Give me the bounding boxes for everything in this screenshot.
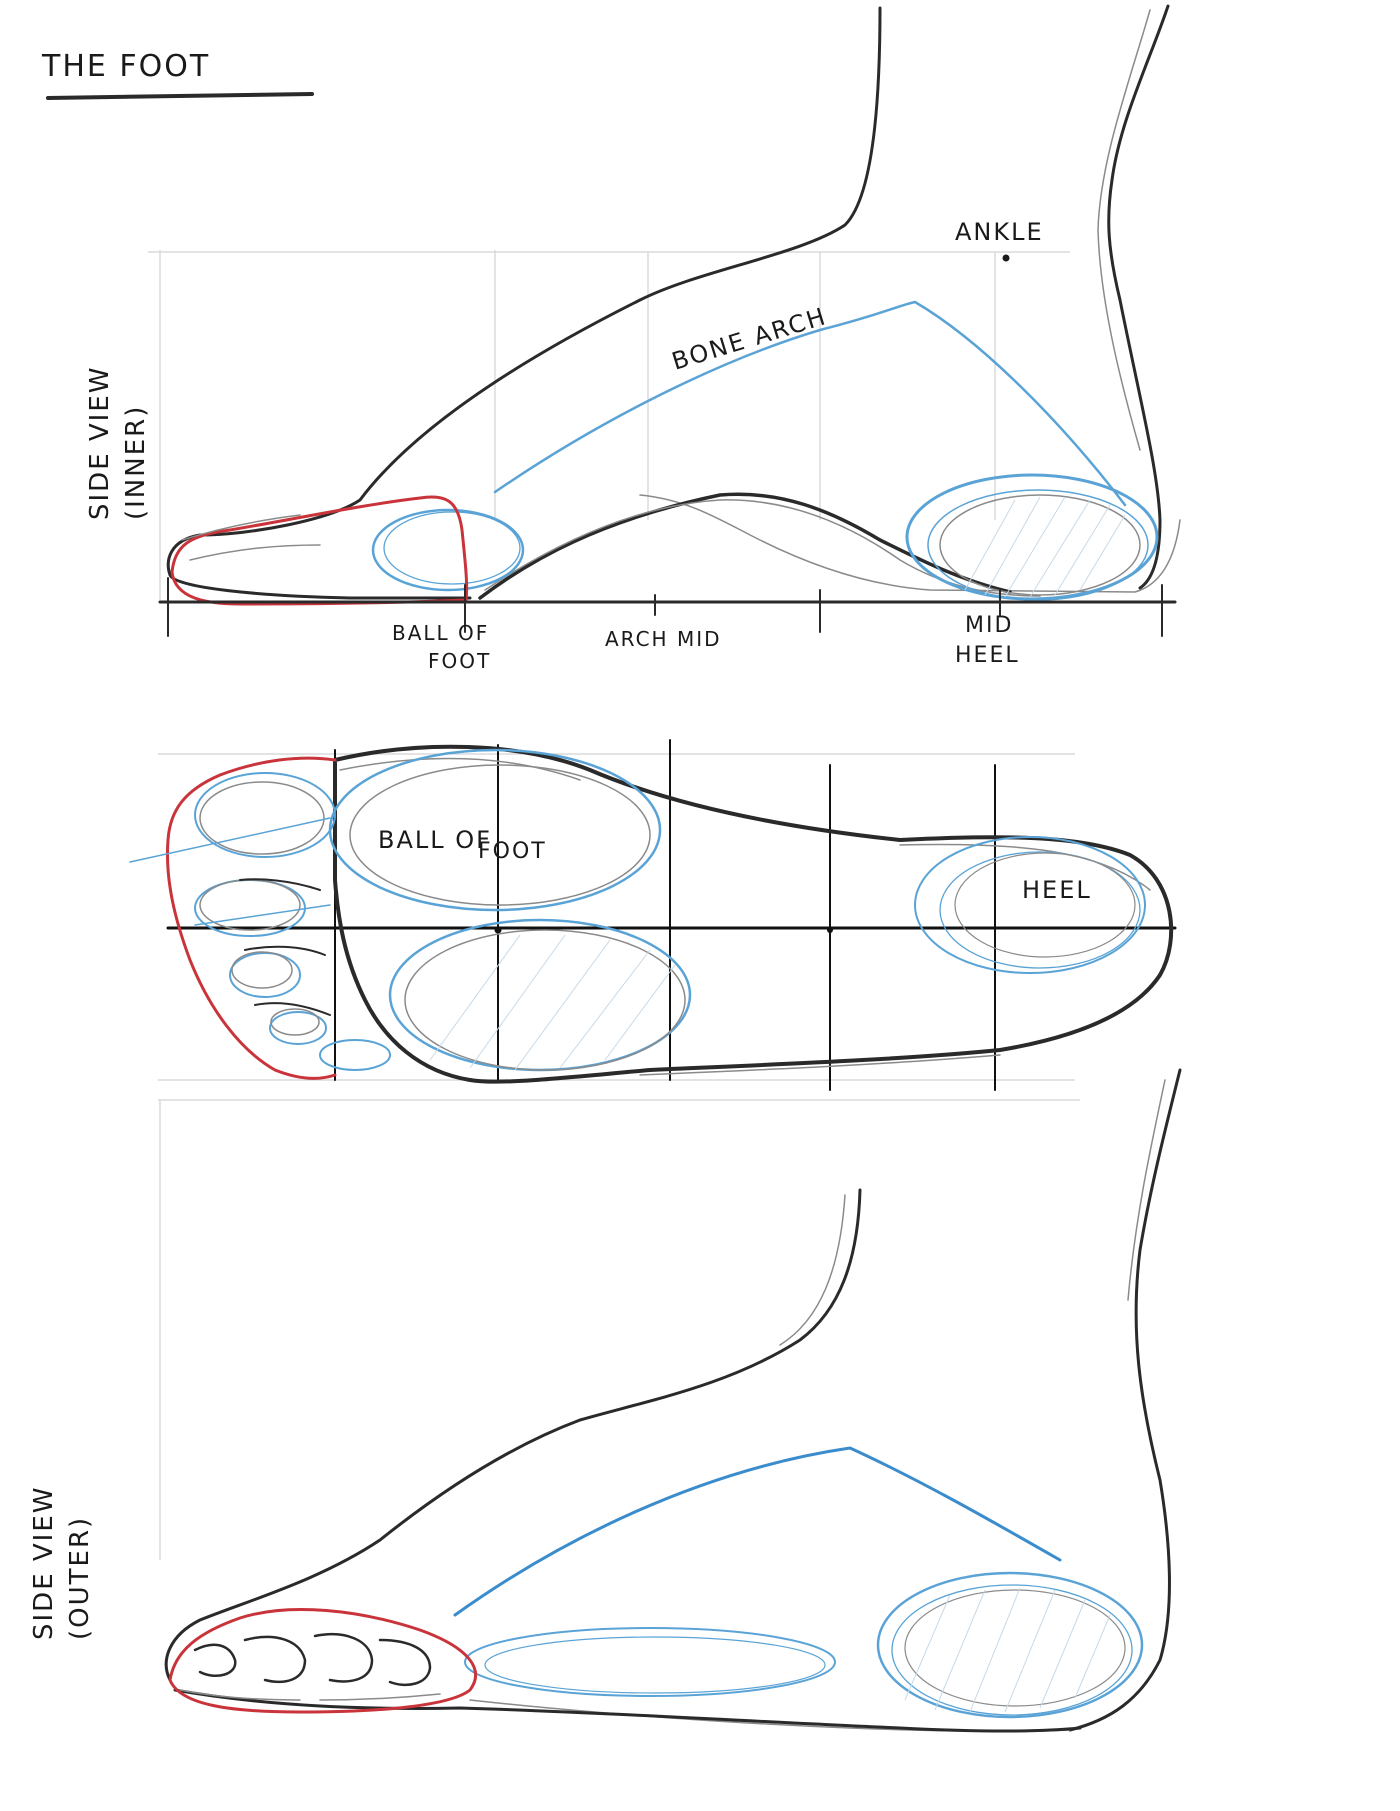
ground-axis-inner	[158, 577, 1177, 637]
heel-pad-bottom	[914, 836, 1146, 974]
bone-arch-line	[493, 300, 1127, 507]
title-block: THE FOOT	[41, 49, 314, 100]
heel-pad-hatching	[964, 496, 1126, 598]
ball-of-foot-axis-label-line2: FOOT	[428, 649, 491, 673]
side-view-outer-label: SIDE VIEW (OUTER)	[29, 1486, 95, 1640]
ankle-annotation: ANKLE	[955, 218, 1044, 262]
page-title: THE FOOT	[41, 49, 210, 84]
toes-outer-detail	[179, 1633, 441, 1701]
heel-pad-inner	[905, 473, 1159, 601]
big-toe-inner-sketch	[181, 514, 321, 561]
construction-grid-top	[148, 250, 1070, 600]
arch-underside-sketch	[484, 499, 1041, 597]
arch-mid-axis-label: ARCH MID	[605, 627, 722, 651]
ball-of-foot-bottom	[328, 748, 692, 1072]
construction-grid-lower	[158, 1099, 1080, 1560]
side-view-inner-label-line1: SIDE VIEW	[85, 366, 115, 520]
title-underline	[46, 92, 314, 100]
toes-bottom	[129, 772, 391, 1071]
sole-outline-sketch	[339, 757, 1151, 1076]
ankle-dot	[1002, 254, 1010, 262]
ball-of-foot-inner	[371, 508, 525, 592]
lateral-pad-outer	[464, 1627, 836, 1697]
sole-outline	[333, 744, 1174, 1084]
ball-of-foot-axis-label-line1: BALL OF	[392, 621, 489, 645]
foot-outline-outer	[164, 1068, 1182, 1732]
side-view-inner: SIDE VIEW (INNER)	[85, 4, 1181, 673]
ball-of-foot-bottom-label-line2: FOOT	[478, 839, 547, 864]
mid-heel-axis-label-line1: MID	[965, 613, 1013, 638]
foot-outline-inner	[166, 4, 1170, 600]
big-toe-inner	[170, 495, 469, 606]
heel-outer-hatching	[904, 1587, 1111, 1713]
heel-pad-outer	[876, 1571, 1144, 1719]
sole-line-outer	[173, 1688, 1082, 1733]
bone-arch-label: BONE ARCH	[669, 302, 831, 376]
heel-label: HEEL	[1022, 876, 1092, 904]
side-view-outer-label-line1: SIDE VIEW	[29, 1486, 59, 1640]
toes-outline-outer	[168, 1607, 477, 1714]
construction-grid-bottom	[158, 739, 1177, 1091]
ankle-label: ANKLE	[955, 218, 1044, 246]
mid-heel-axis-label-line2: HEEL	[955, 643, 1020, 668]
side-view-inner-label: SIDE VIEW (INNER)	[85, 366, 151, 520]
arch-underside	[478, 492, 1012, 600]
side-view-outer-label-line2: (OUTER)	[65, 1516, 95, 1640]
outer-arch-line	[453, 1446, 1062, 1617]
side-view-outer: SIDE VIEW (OUTER)	[29, 1068, 1182, 1733]
side-view-inner-label-line2: (INNER)	[121, 405, 151, 520]
ball-hatching	[429, 934, 676, 1071]
foot-outline-outer-sketch	[469, 1079, 1166, 1733]
foot-outline-inner-sketch	[639, 9, 1181, 593]
ball-of-foot-bottom-label-line1: BALL OF	[378, 826, 492, 854]
toes-outline	[166, 756, 337, 1080]
bottom-view: BALL OF FOOT HEEL	[129, 739, 1177, 1091]
